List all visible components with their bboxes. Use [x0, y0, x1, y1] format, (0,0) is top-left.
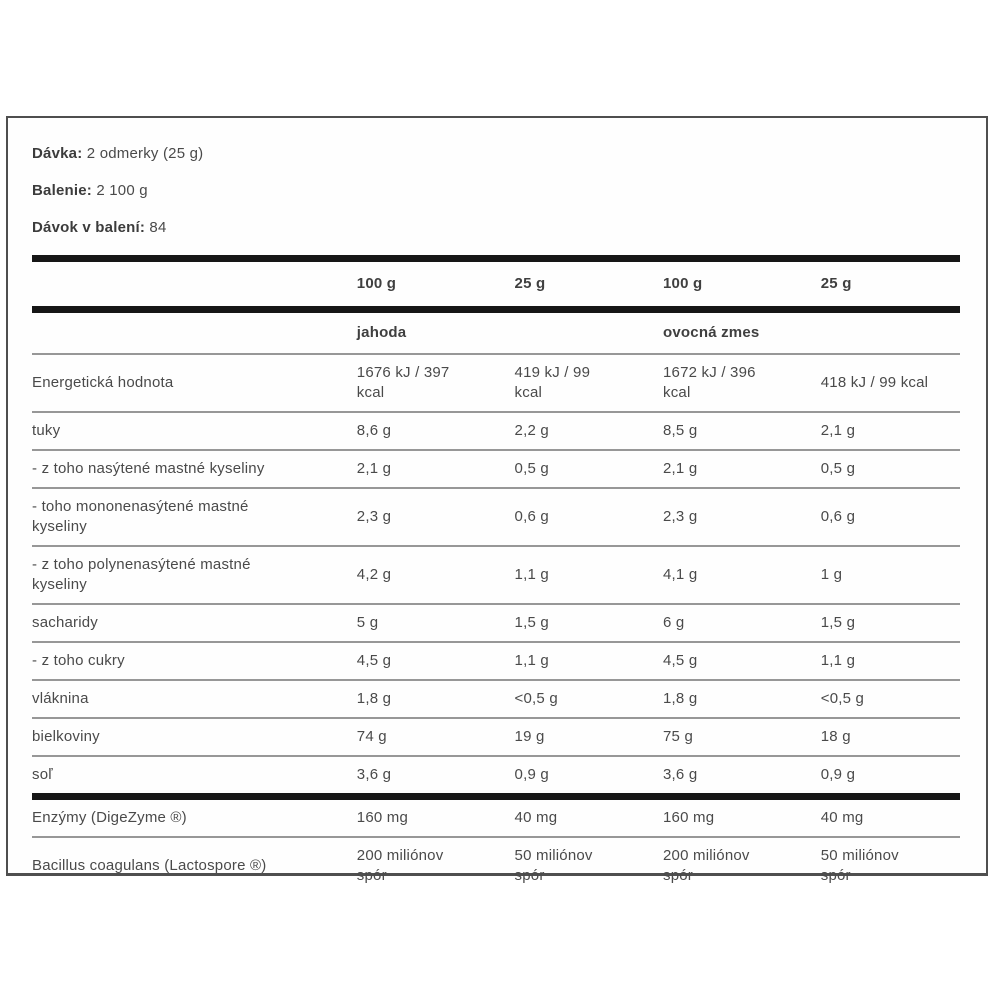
- value-cell: 0,5 g: [514, 460, 549, 477]
- value-cell: 1,1 g: [514, 566, 549, 583]
- value-cell: 3,6 g: [356, 766, 392, 783]
- row-label: - z toho nasýtené mastné kyseliny: [32, 460, 265, 477]
- value-cell: 0,6 g: [820, 508, 856, 525]
- row-label: Enzýmy (DigeZyme ®): [32, 809, 187, 826]
- serving-size-line: Dávka: 2 odmerky (25 g): [32, 144, 960, 164]
- value-cell: 1,1 g: [820, 652, 856, 669]
- row-label: - z toho polynenasýtené mastné kyseliny: [32, 556, 251, 593]
- value-cell: 200 miliónov spór: [356, 847, 444, 884]
- value-cell: 5 g: [356, 614, 379, 631]
- value-cell: 418 kJ / 99 kcal: [820, 374, 929, 391]
- row-label: Energetická hodnota: [32, 374, 174, 391]
- value-cell: 2,3 g: [663, 508, 698, 525]
- value-cell: 1672 kJ / 396 kcal: [663, 364, 756, 401]
- value-cell: 50 miliónov spór: [820, 847, 899, 884]
- row-label: - z toho cukry: [32, 652, 125, 669]
- serving-size-value: 2 odmerky (25 g): [86, 145, 204, 162]
- value-cell: 75 g: [663, 728, 694, 745]
- value-cell: 419 kJ / 99 kcal: [514, 364, 591, 401]
- row-label: soľ: [32, 766, 53, 783]
- value-cell: 0,9 g: [514, 766, 549, 783]
- value-cell: <0,5 g: [820, 690, 865, 707]
- value-cell: 2,1 g: [356, 460, 392, 477]
- value-cell: jahoda: [356, 324, 407, 341]
- serving-info: Dávka: 2 odmerky (25 g) Balenie: 2 100 g…: [32, 144, 960, 238]
- value-cell: 4,5 g: [663, 652, 698, 669]
- row-label: tuky: [32, 422, 61, 439]
- serving-size-label: Dávka:: [32, 145, 83, 162]
- table-row: bielkoviny 74 g 19 g 75 g 18 g: [32, 719, 960, 757]
- table-row: soľ 3,6 g 0,9 g 3,6 g 0,9 g: [32, 757, 960, 793]
- value-cell: ovocná zmes: [663, 324, 760, 341]
- amount-header-row: 100 g 25 g 100 g 25 g: [32, 262, 960, 306]
- flavor-header-row: jahoda ovocná zmes: [32, 313, 960, 355]
- value-cell: 2,1 g: [663, 460, 698, 477]
- value-cell: 2,3 g: [356, 508, 392, 525]
- row-label: bielkoviny: [32, 728, 100, 745]
- value-cell: 2,1 g: [820, 422, 856, 439]
- value-cell: 160 mg: [356, 809, 409, 826]
- table-row: - z toho nasýtené mastné kyseliny 2,1 g 0,…: [32, 451, 960, 489]
- value-cell: 8,5 g: [663, 422, 698, 439]
- value-cell: 100 g: [663, 275, 703, 292]
- value-cell: 25 g: [820, 275, 852, 292]
- value-cell: 1,1 g: [514, 652, 549, 669]
- section-divider-bar: [32, 255, 960, 262]
- value-cell: 200 miliónov spór: [663, 847, 750, 884]
- package-size-value: 2 100 g: [96, 182, 148, 199]
- value-cell: 2,2 g: [514, 422, 549, 439]
- value-cell: 4,1 g: [663, 566, 698, 583]
- row-label: Bacillus coagulans (Lactospore ®): [32, 857, 267, 874]
- value-cell: 74 g: [356, 728, 387, 745]
- value-cell: 1,5 g: [820, 614, 856, 631]
- value-cell: 1,8 g: [663, 690, 698, 707]
- table-row: Bacillus coagulans (Lactospore ®) 200 mil…: [32, 838, 960, 894]
- value-cell: 0,6 g: [514, 508, 549, 525]
- table-row: - toho mononenasýtené mastné kyseliny 2,3…: [32, 489, 960, 547]
- nutrition-table: 100 g 25 g 100 g 25 g jahoda ovocná zmes Energ…: [32, 255, 960, 894]
- value-cell: 160 mg: [663, 809, 715, 826]
- value-cell: 8,6 g: [356, 422, 392, 439]
- value-cell: 100 g: [356, 275, 397, 292]
- value-cell: 40 mg: [514, 809, 558, 826]
- value-cell: 19 g: [514, 728, 545, 745]
- servings-per-package-line: Dávok v balení: 84: [32, 218, 960, 238]
- value-cell: 50 miliónov spór: [514, 847, 593, 884]
- package-size-line: Balenie: 2 100 g: [32, 181, 960, 201]
- section-divider-bar: [32, 306, 960, 313]
- value-cell: 40 mg: [820, 809, 864, 826]
- table-row: Enzýmy (DigeZyme ®) 160 mg 40 mg 160 mg 40 m…: [32, 800, 960, 838]
- table-row: - z toho polynenasýtené mastné kyseliny 4…: [32, 547, 960, 605]
- value-cell: 6 g: [663, 614, 685, 631]
- value-cell: 1,8 g: [356, 690, 392, 707]
- table-row: Energetická hodnota 1676 kJ / 397 kcal 419…: [32, 355, 960, 413]
- row-label: sacharidy: [32, 614, 98, 631]
- value-cell: <0,5 g: [514, 690, 558, 707]
- section-divider-bar: [32, 793, 960, 800]
- table-row: - z toho cukry 4,5 g 1,1 g 4,5 g 1,1 g: [32, 643, 960, 681]
- servings-per-package-label: Dávok v balení:: [32, 219, 146, 236]
- row-label: - toho mononenasýtené mastné kyseliny: [32, 498, 249, 535]
- value-cell: 25 g: [514, 275, 546, 292]
- value-cell: 0,5 g: [820, 460, 856, 477]
- servings-per-package-value: 84: [149, 219, 167, 236]
- table-row: tuky 8,6 g 2,2 g 8,5 g 2,1 g: [32, 413, 960, 451]
- row-label: vláknina: [32, 690, 89, 707]
- package-size-label: Balenie:: [32, 182, 92, 199]
- value-cell: 0,9 g: [820, 766, 856, 783]
- table-row: vláknina 1,8 g <0,5 g 1,8 g <0,5 g: [32, 681, 960, 719]
- value-cell: 1,5 g: [514, 614, 549, 631]
- value-cell: 1 g: [820, 566, 843, 583]
- table-row: sacharidy 5 g 1,5 g 6 g 1,5 g: [32, 605, 960, 643]
- value-cell: 3,6 g: [663, 766, 698, 783]
- value-cell: 4,2 g: [356, 566, 392, 583]
- value-cell: 1676 kJ / 397 kcal: [356, 364, 450, 401]
- value-cell: 18 g: [820, 728, 851, 745]
- nutrition-panel: Dávka: 2 odmerky (25 g) Balenie: 2 100 g…: [6, 116, 988, 884]
- value-cell: 4,5 g: [356, 652, 392, 669]
